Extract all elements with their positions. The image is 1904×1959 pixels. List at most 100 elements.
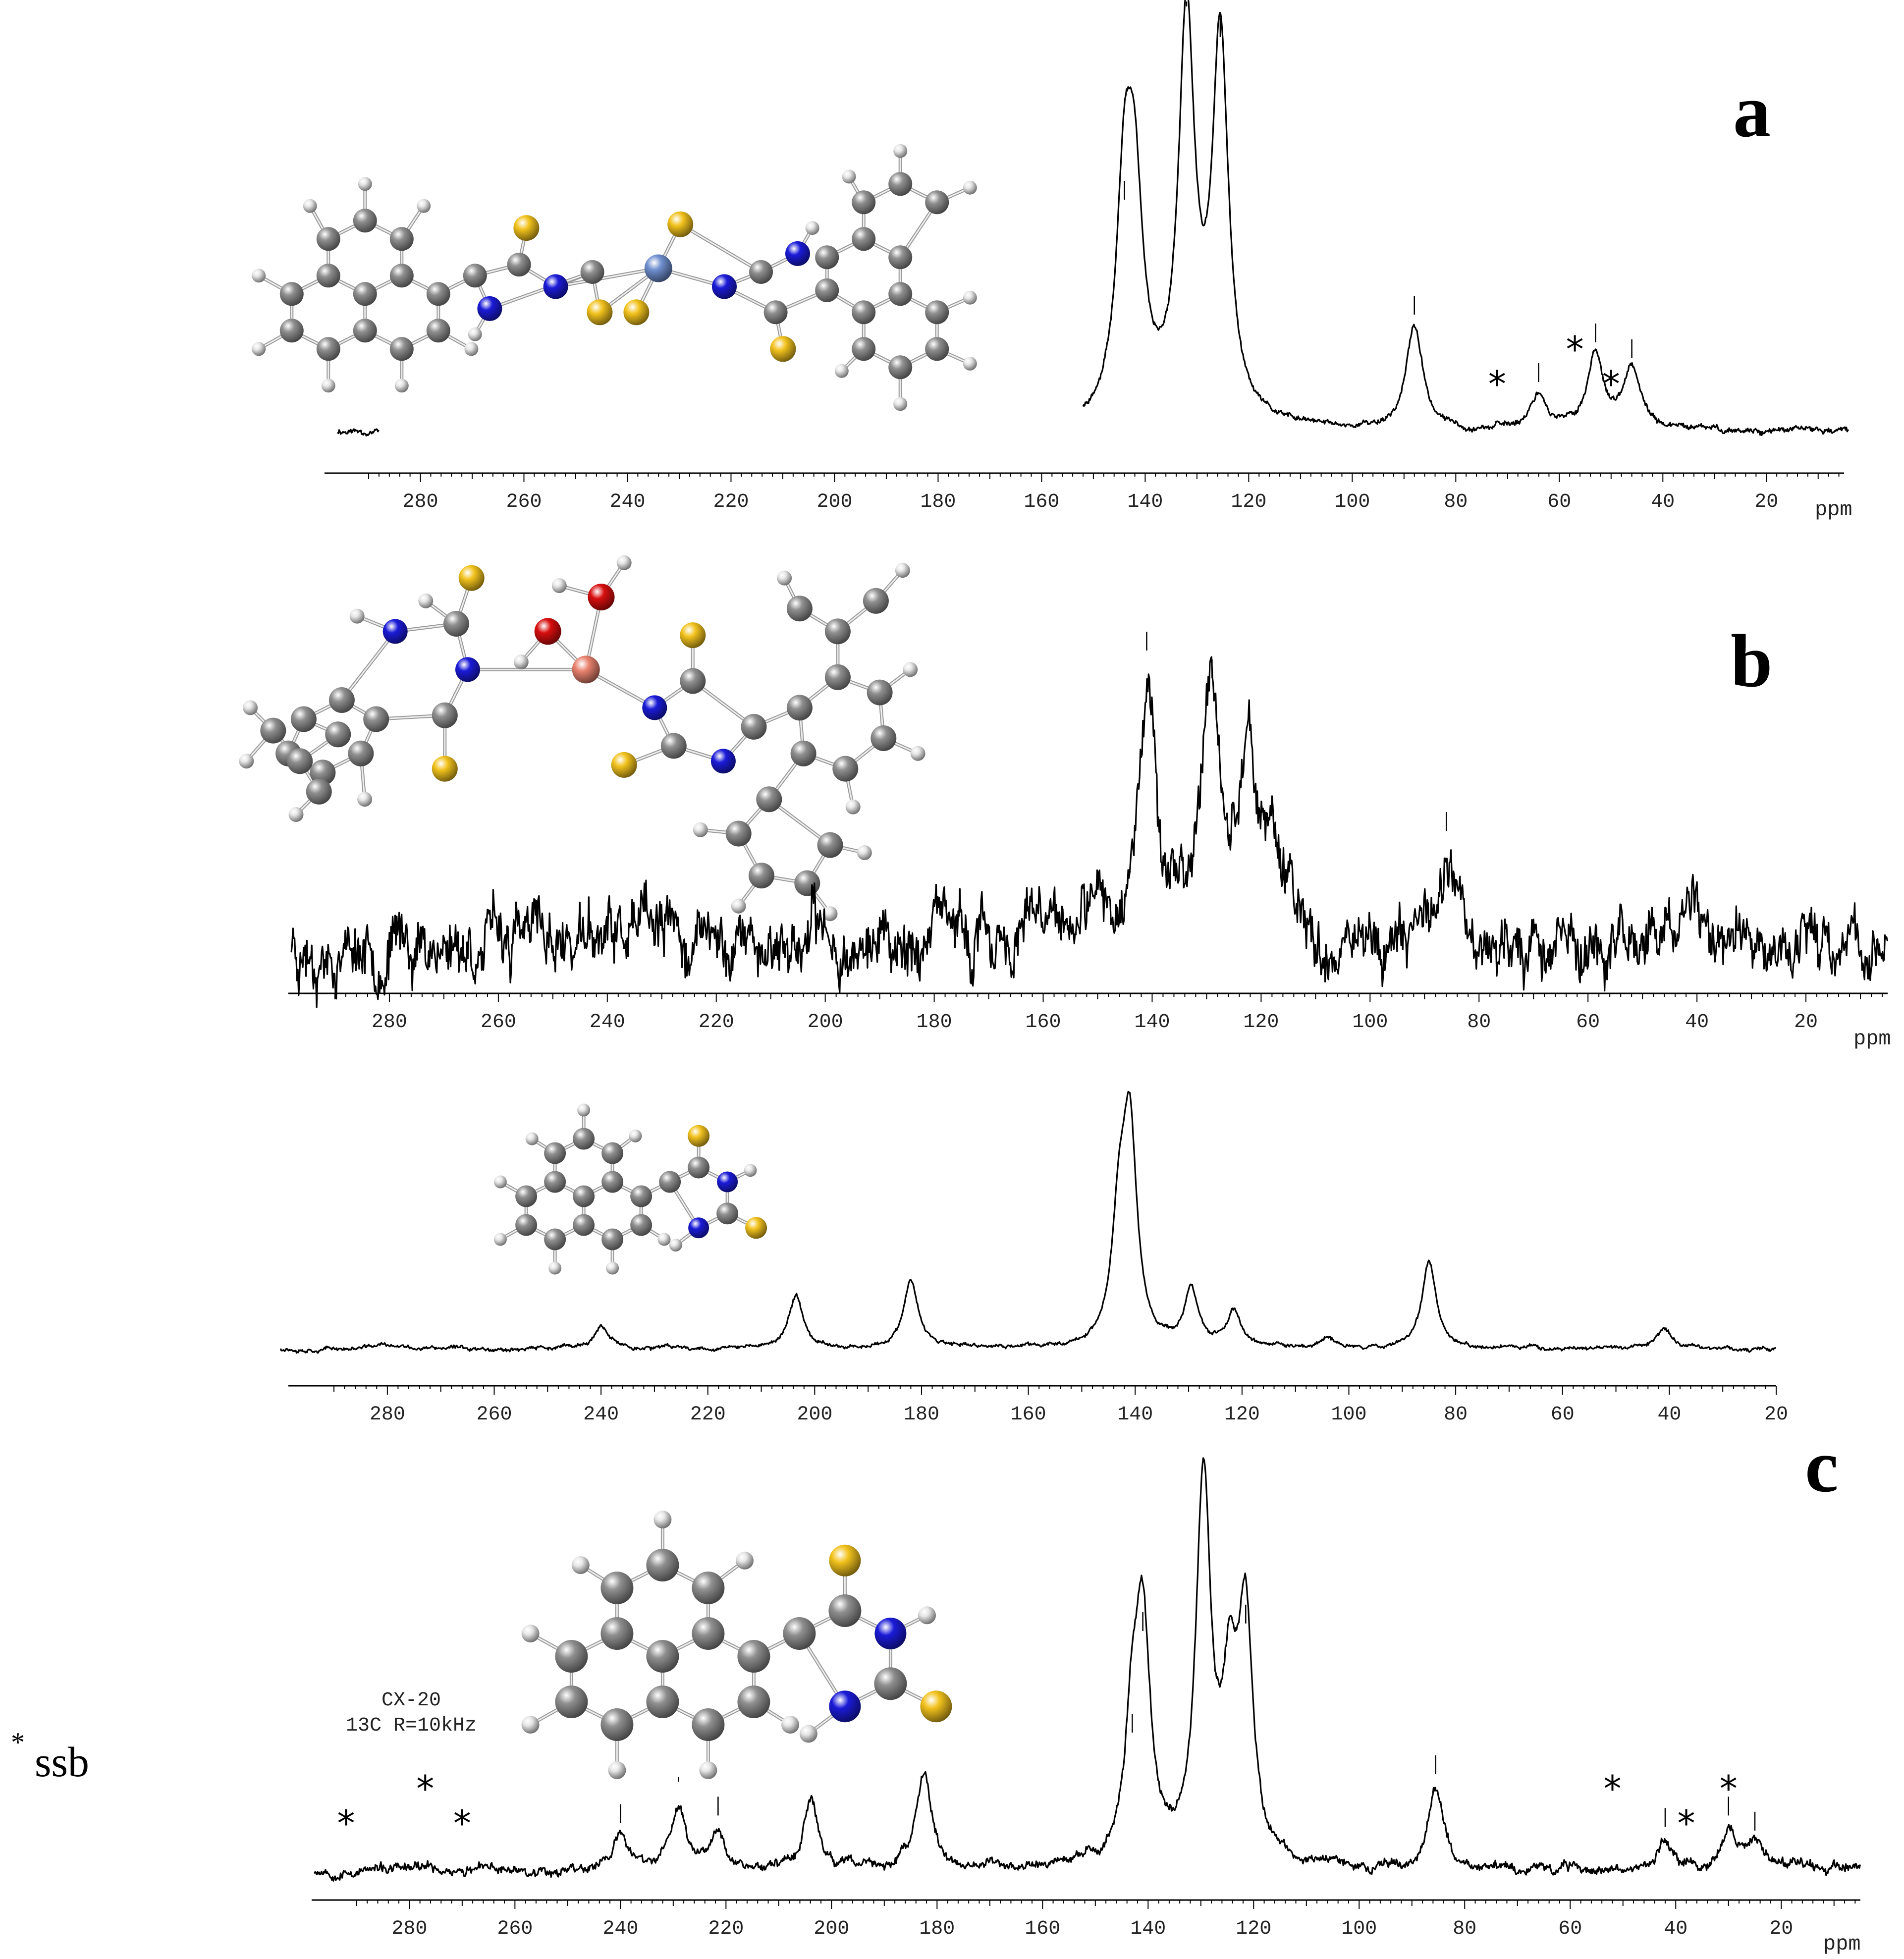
tick-label: 40 [1657,1404,1681,1426]
hydrogen-atom [857,845,872,860]
unit-label: ppm [1853,1027,1891,1051]
carbon-atom [794,870,820,896]
ssb-asterisk: * [416,1768,434,1809]
ppm-axis: 280 260 240 220 200 180 160 140 120 100 80 60 40 20 pp… [288,992,1891,1051]
bond-highlight [555,268,659,287]
hydrogen-atom [252,342,266,356]
tick-label: 140 [1134,1011,1170,1034]
sulfur-atom [513,215,540,241]
ssb-asterisk: * [1488,363,1506,405]
panel-label-a: a [1733,69,1771,153]
tick-label: 200 [808,1011,843,1034]
ssb-asterisk: * [1720,1768,1738,1809]
carbon-atom [737,1640,770,1673]
hydrogen-atom [777,570,792,586]
hydrogen-atom [893,144,908,158]
carbon-atom [756,786,782,813]
carbon-atom [863,588,889,614]
ssb-asterisk: * [1566,328,1584,370]
spectrum-a: * * * 280 260 240 220 200 180 160 140 120 100 80 60 40 2… [325,0,1852,522]
tick-label: 20 [1794,1011,1818,1034]
carbon-atom [646,1549,679,1581]
tick-label: 20 [1754,491,1778,513]
sulfur-atom [432,756,458,782]
carbon-atom [279,282,304,306]
carbon-atom [573,1128,595,1150]
carbon-atom [692,1572,725,1604]
bond-highlight [489,271,593,310]
spectrum-trace-0 [314,1457,1861,1882]
ppm-axis: 280 260 240 220 200 180 160 140 120 100 80 60 40 20 pp… [325,472,1852,522]
nitrogen-atom [874,1618,907,1649]
sulfur-atom [745,1217,767,1239]
carbon-atom [852,337,876,361]
spectrum-trace-0 [337,428,380,436]
legend-ssb-label: ssb [35,1738,89,1786]
tick-label: 20 [1769,1918,1793,1940]
carbon-atom [601,1171,624,1193]
carbon-atom [426,282,450,306]
carbon-atom [888,172,913,196]
carbon-atom [353,209,377,233]
carbon-atom [306,778,332,805]
tick-label: 60 [1576,1011,1600,1034]
hydrogen-atom [548,1261,562,1275]
hydrogen-atom [464,342,479,356]
spectrum-trace-0 [290,656,1889,1008]
hydrogen-atom [963,180,977,195]
metal-atom [644,254,672,282]
panel-c: * * * * * * 280 260 240 220 200 180 160 140 120 100 80 60… [312,1424,1861,1956]
hydrogen-atom [493,1175,507,1189]
carbon-atom [660,733,687,759]
tick-label: 180 [919,1918,955,1940]
tick-label: 240 [602,1918,638,1940]
carbon-atom [630,1185,653,1207]
hydrogen-atom [349,608,365,624]
hydrogen-atom [893,397,908,411]
hydrogen-atom [288,807,304,822]
sulfur-atom [623,299,650,326]
carbon-atom [555,1640,588,1673]
tick-label: 160 [1011,1404,1046,1426]
tick-label: 100 [1331,1404,1366,1426]
carbon-atom [786,596,813,622]
tick-label: 120 [1231,491,1266,513]
sulfur-atom [667,211,694,237]
structure-ligand [493,1103,767,1275]
tick-label: 140 [1117,1404,1153,1426]
carbon-atom [716,1202,739,1225]
carbon-atom [600,1617,634,1650]
hydrogen-atom [417,199,431,213]
nitrogen-atom [477,296,502,321]
tick-label: 240 [590,1011,625,1034]
carbon-atom [290,706,317,732]
panel-b: 280 260 240 220 200 180 160 140 120 100 80 60 40 20 pp… [239,555,1891,1051]
carbon-atom [544,1228,566,1251]
sulfur-atom [611,752,637,778]
sulfur-atom [458,565,485,591]
ssb-legend: * ssb [11,1727,89,1786]
hydrogen-atom [669,1239,682,1252]
hydrogen-atom [577,1103,591,1117]
hydrogen-atom [571,1556,590,1574]
hydrogen-atom [845,799,861,815]
tick-label: 260 [497,1918,533,1940]
hydrogen-atom [834,364,849,378]
carbon-atom [786,695,813,721]
legend-asterisk: * [11,1727,25,1758]
nitrogen-atom [717,1171,738,1193]
tick-label: 100 [1341,1918,1377,1940]
spectrum-b: 280 260 240 220 200 180 160 140 120 100 80 60 40 20 pp… [288,632,1891,1051]
tick-label: 160 [1025,1918,1060,1940]
carbon-atom [888,245,913,270]
tick-label: 200 [797,1404,832,1426]
carbon-atom [692,1708,725,1741]
hydrogen-atom [699,1761,717,1779]
carbon-atom [659,1171,681,1193]
hydrogen-atom [521,1716,540,1734]
carbon-atom [600,1708,634,1741]
carbon-atom [867,679,893,706]
carbon-atom [815,278,839,302]
ssb-asterisk: * [1602,363,1620,405]
carbon-atom [646,1686,679,1718]
